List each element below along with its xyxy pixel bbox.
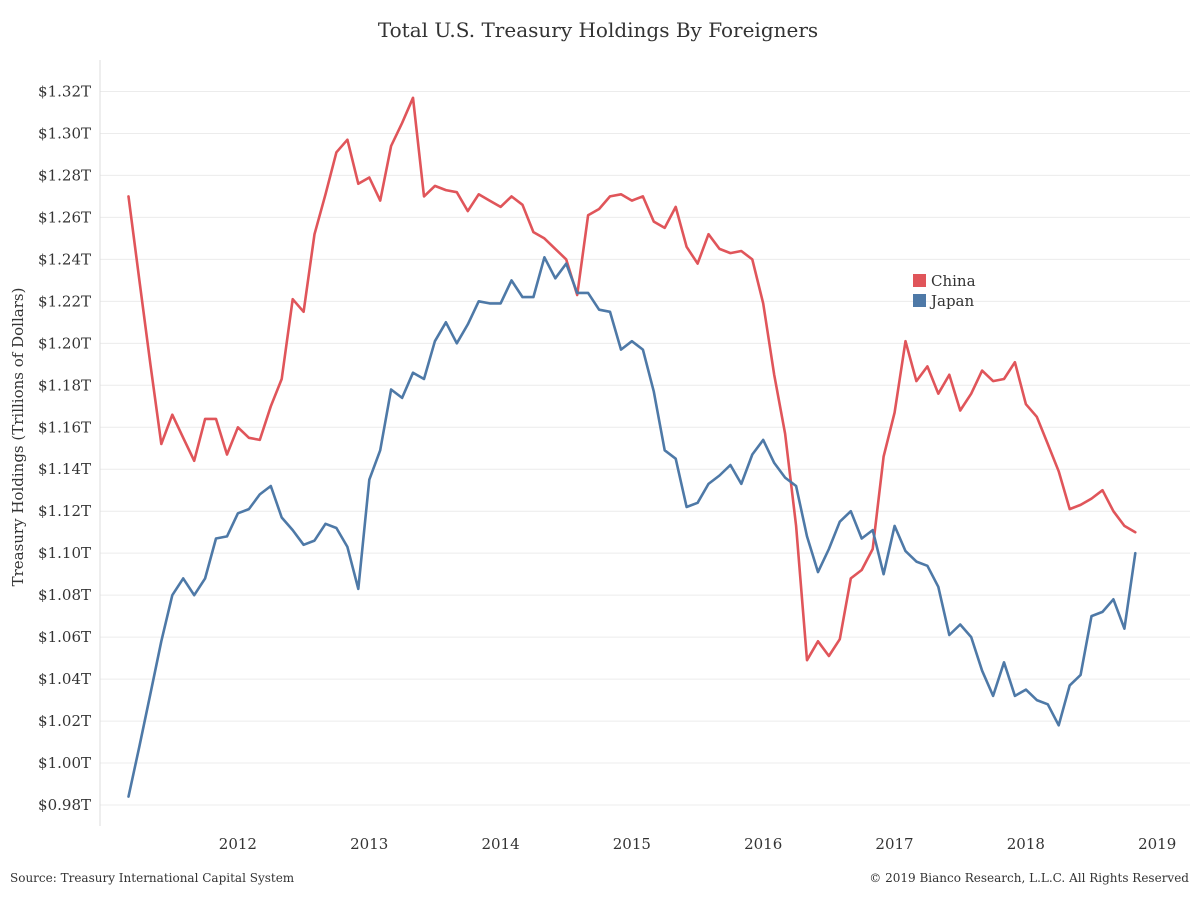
y-tick-label: $1.26T (38, 208, 91, 226)
y-tick-label: $1.04T (38, 670, 91, 688)
legend-label-japan: Japan (929, 292, 975, 310)
x-tick-label: 2012 (219, 835, 257, 853)
y-tick-label: $1.22T (38, 292, 91, 310)
y-tick-label: $1.06T (38, 628, 91, 646)
legend-swatch-china (913, 274, 926, 287)
y-tick-label: $1.20T (38, 334, 91, 352)
source-note: Source: Treasury International Capital S… (10, 871, 295, 885)
x-tick-label: 2013 (350, 835, 388, 853)
y-tick-label: $1.30T (38, 124, 91, 142)
x-tick-label: 2016 (744, 835, 782, 853)
y-tick-label: $1.00T (38, 754, 91, 772)
x-tick-label: 2017 (875, 835, 913, 853)
x-tick-labels: 2012 2013 2014 2015 2016 2017 2018 2019 (219, 835, 1176, 853)
series-line-china[interactable] (127, 96, 1137, 662)
y-tick-label: $1.10T (38, 544, 91, 562)
x-tick-label: 2015 (613, 835, 651, 853)
legend-swatch-japan (913, 294, 926, 307)
y-tick-label: $1.32T (38, 82, 91, 100)
y-tick-label: $1.08T (38, 586, 91, 604)
y-tick-label: $0.98T (38, 796, 91, 814)
x-tick-label: 2014 (481, 835, 519, 853)
y-tick-label: $1.24T (38, 250, 91, 268)
y-tick-label: $1.16T (38, 418, 91, 436)
copyright-note: © 2019 Bianco Research, L.L.C. All Right… (869, 871, 1189, 885)
y-tick-labels: $0.98T $1.00T $1.02T $1.04T $1.06T $1.08T $1.1… (38, 82, 91, 814)
series-lines (127, 96, 1137, 798)
legend[interactable]: China Japan (913, 272, 976, 310)
y-tick-label: $1.14T (38, 460, 91, 478)
x-tick-label: 2018 (1007, 835, 1045, 853)
legend-label-china: China (931, 272, 976, 290)
y-axis-label: Treasury Holdings (Trillions of Dollars) (9, 288, 27, 587)
y-tick-label: $1.12T (38, 502, 91, 520)
chart-title: Total U.S. Treasury Holdings By Foreigne… (378, 18, 818, 42)
gridlines (100, 90, 1190, 806)
series-line-japan[interactable] (127, 255, 1137, 798)
x-tick-label: 2019 (1138, 835, 1176, 853)
y-tick-label: $1.18T (38, 376, 91, 394)
y-tick-label: $1.02T (38, 712, 91, 730)
y-tick-label: $1.28T (38, 166, 91, 184)
